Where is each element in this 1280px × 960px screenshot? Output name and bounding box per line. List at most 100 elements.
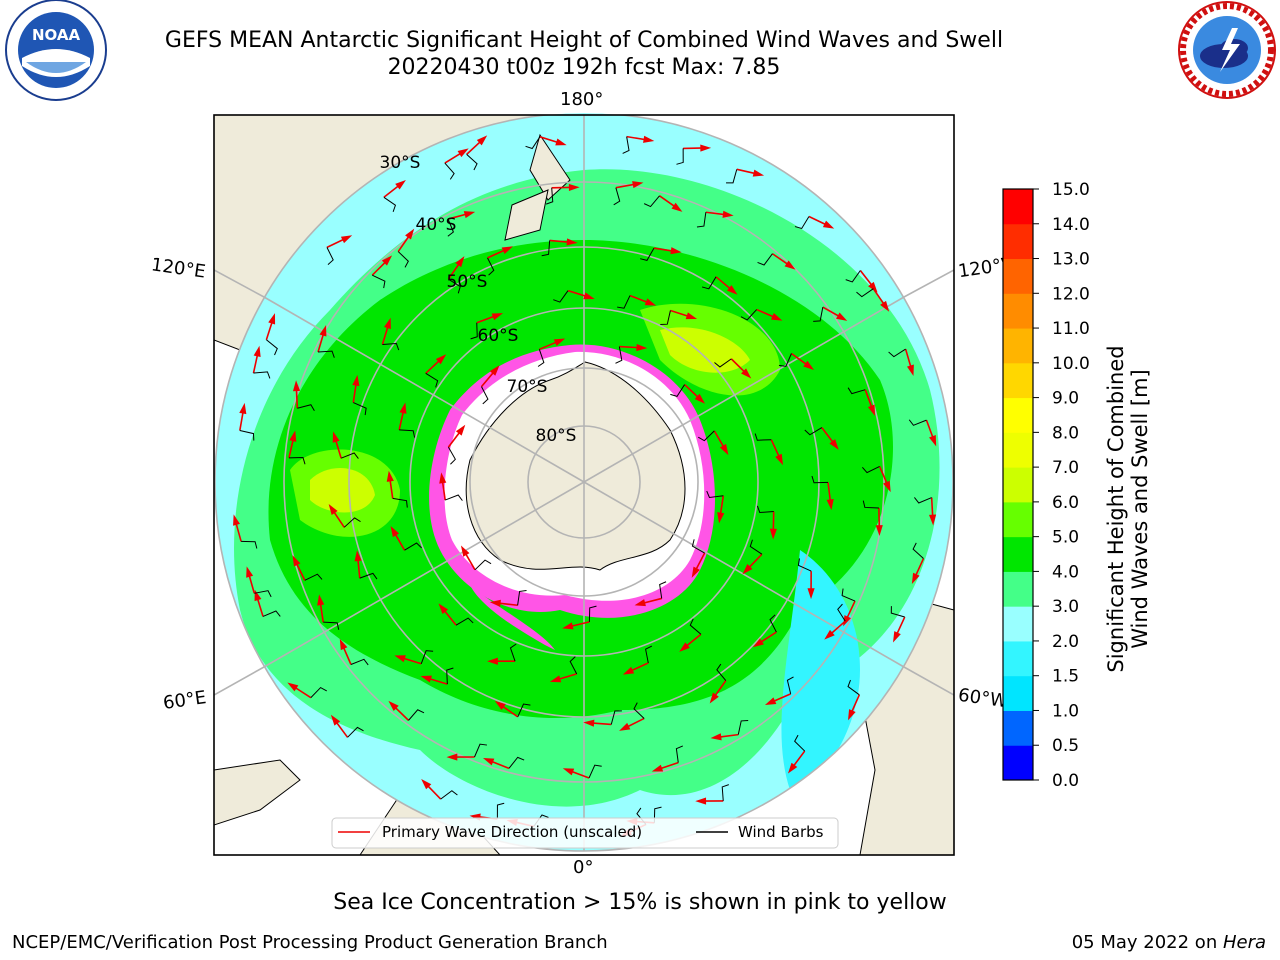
wave-arrow-head (726, 285, 738, 295)
wave-arrow-head (822, 220, 835, 229)
wind-barb (737, 719, 749, 735)
wave-arrow-head (771, 313, 783, 321)
wind-barb (769, 614, 777, 633)
wind-barb (447, 218, 454, 237)
wind-barb (706, 490, 724, 499)
wave-arrow-head (435, 354, 447, 365)
wind-barb (701, 276, 717, 290)
wind-barb (696, 212, 707, 228)
wave-arrow-head (632, 181, 644, 189)
wave-arrow-head (352, 374, 360, 387)
colorbar-tick-label: 1.0 (1052, 701, 1079, 721)
chart-subtitle: 20220430 t00z 192h fcst Max: 7.85 (387, 55, 781, 80)
wind-barb (660, 310, 671, 326)
colorbar-band (1003, 397, 1033, 433)
colorbar-tick-label: 6.0 (1052, 493, 1079, 513)
colorbar-label-line1: Significant Height of Combined (1104, 345, 1128, 673)
wave-arrow-head (494, 700, 506, 710)
wave-arrow-head (929, 514, 937, 526)
lat-label-70s: 70°S (507, 377, 548, 397)
noaa-logo: NOAA (5, 0, 107, 101)
wave-arrow-head (906, 364, 914, 376)
colorbar-band (1003, 606, 1033, 642)
wave-arrow-head (883, 480, 891, 493)
wind-barb (350, 658, 369, 666)
wave-arrow-head (562, 768, 575, 776)
wind-barb (754, 433, 772, 441)
wave-arrow-head (769, 528, 777, 540)
wave-arrow-head (843, 615, 851, 627)
wind-barb (757, 253, 773, 266)
wind-barb (392, 497, 408, 508)
wind-barb (262, 610, 281, 617)
wind-barb (326, 247, 334, 265)
wave-arrow-head (463, 211, 476, 219)
wave-arrow-head (741, 368, 752, 379)
wave-arrow-head (287, 682, 299, 692)
wave-arrow-head (568, 183, 580, 192)
colorbar-band (1003, 432, 1033, 468)
lon-label-180: 180° (560, 89, 604, 110)
wind-barb (517, 703, 531, 718)
wind-barb (856, 288, 874, 298)
wave-arrow-head (292, 555, 301, 567)
wave-arrow-head (386, 470, 394, 482)
wind-barb (537, 349, 545, 367)
lat-label-40s: 40°S (416, 215, 457, 235)
wave-arrow-head (911, 572, 920, 585)
wind-barb (347, 726, 364, 738)
wind-barb (912, 542, 924, 559)
lat-label-60s: 60°S (478, 326, 519, 346)
wave-arrow-head (246, 566, 254, 578)
footer-credit: NCEP/EMC/Verification Post Processing Pr… (12, 932, 608, 953)
wind-barb (847, 679, 860, 696)
wave-arrow-head (694, 393, 705, 404)
wind-barb (444, 162, 455, 180)
colorbar-band (1003, 675, 1033, 711)
nws-logo (1178, 1, 1276, 99)
wave-arrow-head (253, 345, 261, 358)
wave-arrow-head (787, 762, 798, 774)
chart-title: GEFS MEAN Antarctic Significant Height o… (164, 28, 1004, 53)
wave-arrow-head (328, 504, 338, 516)
wave-arrow-head (354, 550, 362, 562)
colorbar-tick-label: 0.0 (1052, 771, 1079, 791)
wind-barb (640, 247, 655, 261)
wind-barb (676, 148, 684, 165)
wind-barb (323, 621, 340, 630)
lat-label-50s: 50°S (447, 272, 488, 292)
colorbar-tick-label: 15.0 (1052, 180, 1090, 200)
wave-arrow-head (709, 692, 719, 704)
wind-barb (553, 290, 569, 303)
wind-barb (613, 187, 621, 206)
footer-date-text: 05 May 2022 on (1071, 932, 1223, 953)
polar-map: 30°S 40°S 50°S 60°S 70°S 80°S Primary Wa… (213, 113, 955, 856)
wave-arrow-head (634, 599, 646, 607)
wave-arrow-head (233, 514, 240, 526)
wind-barb (545, 187, 554, 205)
wind-barb (404, 542, 422, 551)
map-frame (213, 114, 955, 856)
wind-barb (448, 278, 461, 294)
wind-barb (474, 559, 492, 571)
wind-barb (861, 465, 880, 474)
wave-arrow-head (583, 719, 595, 727)
colorbar-tick-label: 2.0 (1052, 632, 1079, 652)
wave-arrow-head (619, 722, 631, 731)
lat-label-30s: 30°S (380, 153, 421, 173)
wave-arrow-head (339, 638, 348, 651)
colorbar-tick-label: 7.0 (1052, 458, 1079, 478)
wave-arrow-head (880, 300, 890, 312)
wave-arrow-head (566, 238, 578, 246)
wind-barb (239, 429, 255, 441)
colorbar-label: Significant Height of Combined Wind Wave… (1104, 299, 1152, 719)
colorbar-band (1003, 362, 1033, 399)
colorbar-tick-label: 13.0 (1052, 250, 1090, 270)
noaa-logo-text: NOAA (32, 26, 81, 44)
wave-arrow-head (501, 246, 513, 255)
wave-arrow-head (487, 657, 498, 665)
colorbar-tick-label: 5.0 (1052, 528, 1079, 548)
wave-arrow-head (752, 638, 764, 648)
wave-arrow-head (476, 135, 488, 146)
wind-barb (266, 339, 278, 356)
